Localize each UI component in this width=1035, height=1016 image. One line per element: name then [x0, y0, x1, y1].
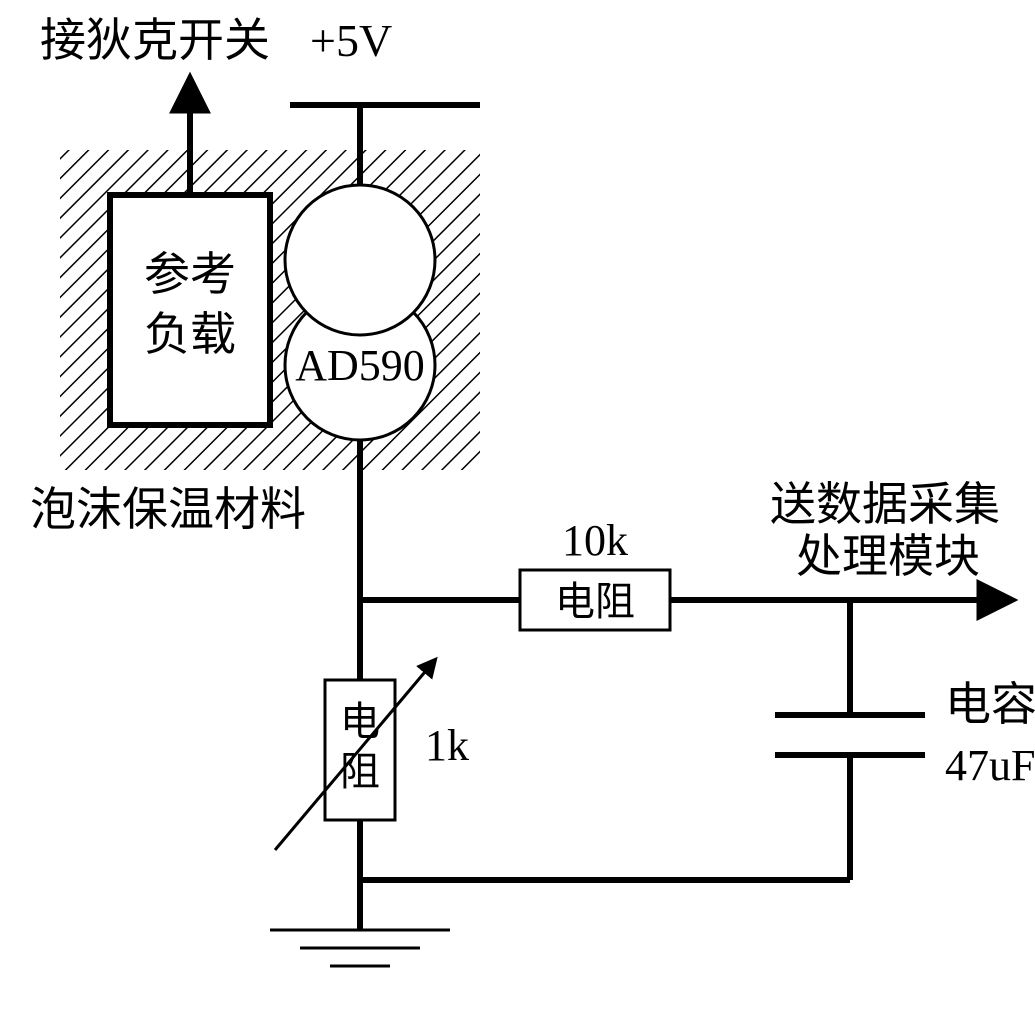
ad590-sensor-icon [285, 185, 435, 335]
series-resistor-value: 10k [562, 516, 628, 565]
output-label: 送数据采集 [770, 479, 1000, 530]
capacitor-value: 47uF [945, 741, 1035, 790]
foam-label: 泡沫保温材料 [30, 484, 306, 535]
ref-load-label: 参考 [144, 249, 236, 300]
series-resistor-label: 电阻 [555, 579, 635, 624]
ref-load-label: 负载 [144, 309, 236, 360]
capacitor-label: 电容 [945, 679, 1035, 730]
output-label: 处理模块 [796, 531, 980, 582]
dicke-switch-label: 接狄克开关 [40, 15, 270, 66]
potentiometer-label: 电 [340, 699, 380, 744]
potentiometer-label: 阻 [340, 749, 380, 794]
ad590-label: AD590 [295, 341, 425, 390]
supply-label: +5V [310, 15, 392, 66]
potentiometer-value: 1k [425, 721, 469, 770]
